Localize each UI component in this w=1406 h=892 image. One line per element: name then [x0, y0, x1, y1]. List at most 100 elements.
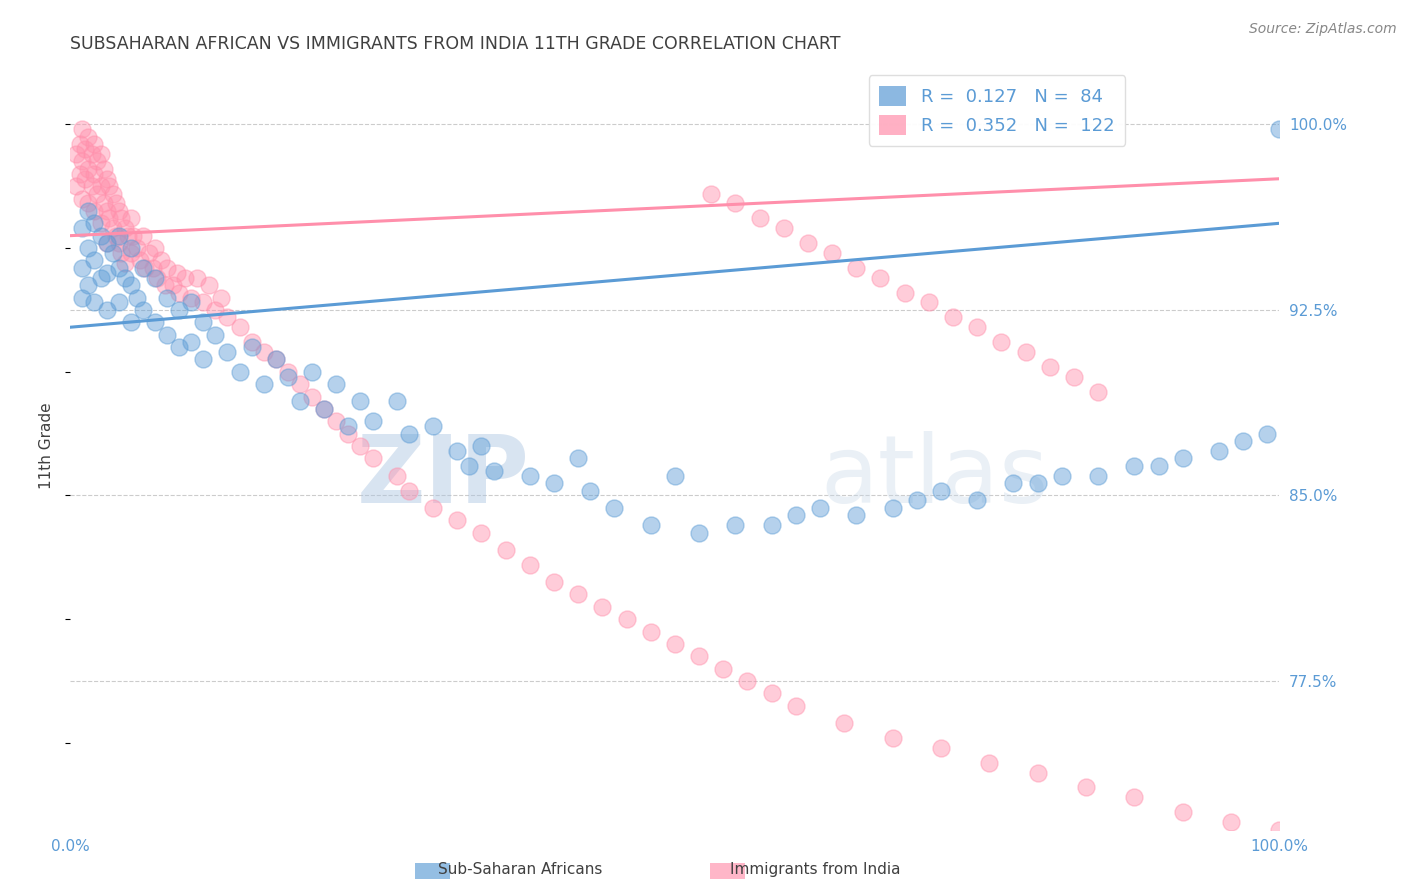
- Point: [156, 327, 179, 342]
- Point: [422, 419, 444, 434]
- Point: [929, 740, 952, 755]
- Point: [1123, 790, 1146, 805]
- Point: [845, 508, 868, 523]
- Point: [361, 451, 384, 466]
- Point: [174, 270, 197, 285]
- Point: [785, 698, 807, 713]
- Point: [882, 500, 904, 515]
- Point: [579, 483, 602, 498]
- Point: [101, 246, 124, 260]
- Point: [96, 236, 118, 251]
- Point: [146, 270, 169, 285]
- Point: [77, 196, 100, 211]
- Point: [77, 129, 100, 144]
- Point: [143, 315, 166, 329]
- Point: [80, 179, 103, 194]
- Point: [893, 285, 915, 300]
- Point: [105, 196, 128, 211]
- Point: [905, 493, 928, 508]
- Point: [748, 211, 770, 226]
- Point: [86, 154, 108, 169]
- Point: [193, 315, 215, 329]
- Point: [1002, 476, 1025, 491]
- Point: [72, 291, 94, 305]
- Point: [737, 674, 759, 689]
- Point: [186, 270, 208, 285]
- Point: [1232, 434, 1254, 448]
- Point: [77, 278, 100, 293]
- Point: [385, 394, 408, 409]
- Point: [143, 270, 166, 285]
- Point: [73, 171, 96, 186]
- Point: [591, 599, 613, 614]
- Point: [724, 518, 747, 533]
- Point: [277, 365, 299, 379]
- Point: [77, 161, 100, 176]
- Point: [422, 500, 444, 515]
- Point: [821, 246, 844, 260]
- Point: [83, 137, 105, 152]
- Point: [1171, 805, 1194, 820]
- Point: [519, 558, 541, 572]
- Point: [495, 543, 517, 558]
- Point: [72, 192, 94, 206]
- Point: [107, 295, 129, 310]
- Text: ZIP: ZIP: [357, 431, 530, 523]
- Point: [180, 295, 202, 310]
- Point: [98, 211, 121, 226]
- Point: [69, 167, 91, 181]
- Point: [93, 161, 115, 176]
- Point: [72, 260, 94, 275]
- Point: [398, 483, 420, 498]
- Point: [1026, 476, 1049, 491]
- Point: [107, 203, 129, 218]
- Point: [80, 147, 103, 161]
- Point: [640, 624, 662, 639]
- Point: [325, 414, 347, 428]
- Point: [101, 186, 124, 201]
- Point: [101, 221, 124, 235]
- Point: [1074, 780, 1097, 795]
- Point: [785, 508, 807, 523]
- Point: [150, 253, 172, 268]
- Point: [107, 228, 129, 243]
- Point: [1268, 122, 1291, 136]
- Point: [337, 426, 360, 441]
- Point: [98, 179, 121, 194]
- Point: [349, 439, 371, 453]
- Text: atlas: atlas: [820, 431, 1049, 523]
- Point: [640, 518, 662, 533]
- Point: [1147, 458, 1170, 473]
- Point: [193, 295, 215, 310]
- Point: [470, 525, 492, 540]
- Point: [204, 302, 226, 317]
- Point: [882, 731, 904, 745]
- Point: [253, 377, 276, 392]
- Point: [153, 278, 176, 293]
- Point: [942, 310, 965, 325]
- Point: [808, 500, 831, 515]
- Point: [301, 365, 323, 379]
- Point: [156, 291, 179, 305]
- Point: [114, 256, 136, 270]
- Point: [83, 203, 105, 218]
- Point: [264, 352, 287, 367]
- Point: [325, 377, 347, 392]
- Point: [458, 458, 481, 473]
- Point: [77, 203, 100, 218]
- Point: [114, 221, 136, 235]
- Point: [143, 241, 166, 255]
- Point: [90, 228, 111, 243]
- Point: [96, 302, 118, 317]
- Point: [519, 468, 541, 483]
- Point: [543, 476, 565, 491]
- Point: [314, 401, 336, 416]
- Point: [240, 334, 263, 349]
- Point: [204, 327, 226, 342]
- Point: [349, 394, 371, 409]
- Point: [120, 278, 142, 293]
- Point: [228, 365, 250, 379]
- Point: [167, 285, 190, 300]
- Point: [120, 315, 142, 329]
- Point: [797, 236, 820, 251]
